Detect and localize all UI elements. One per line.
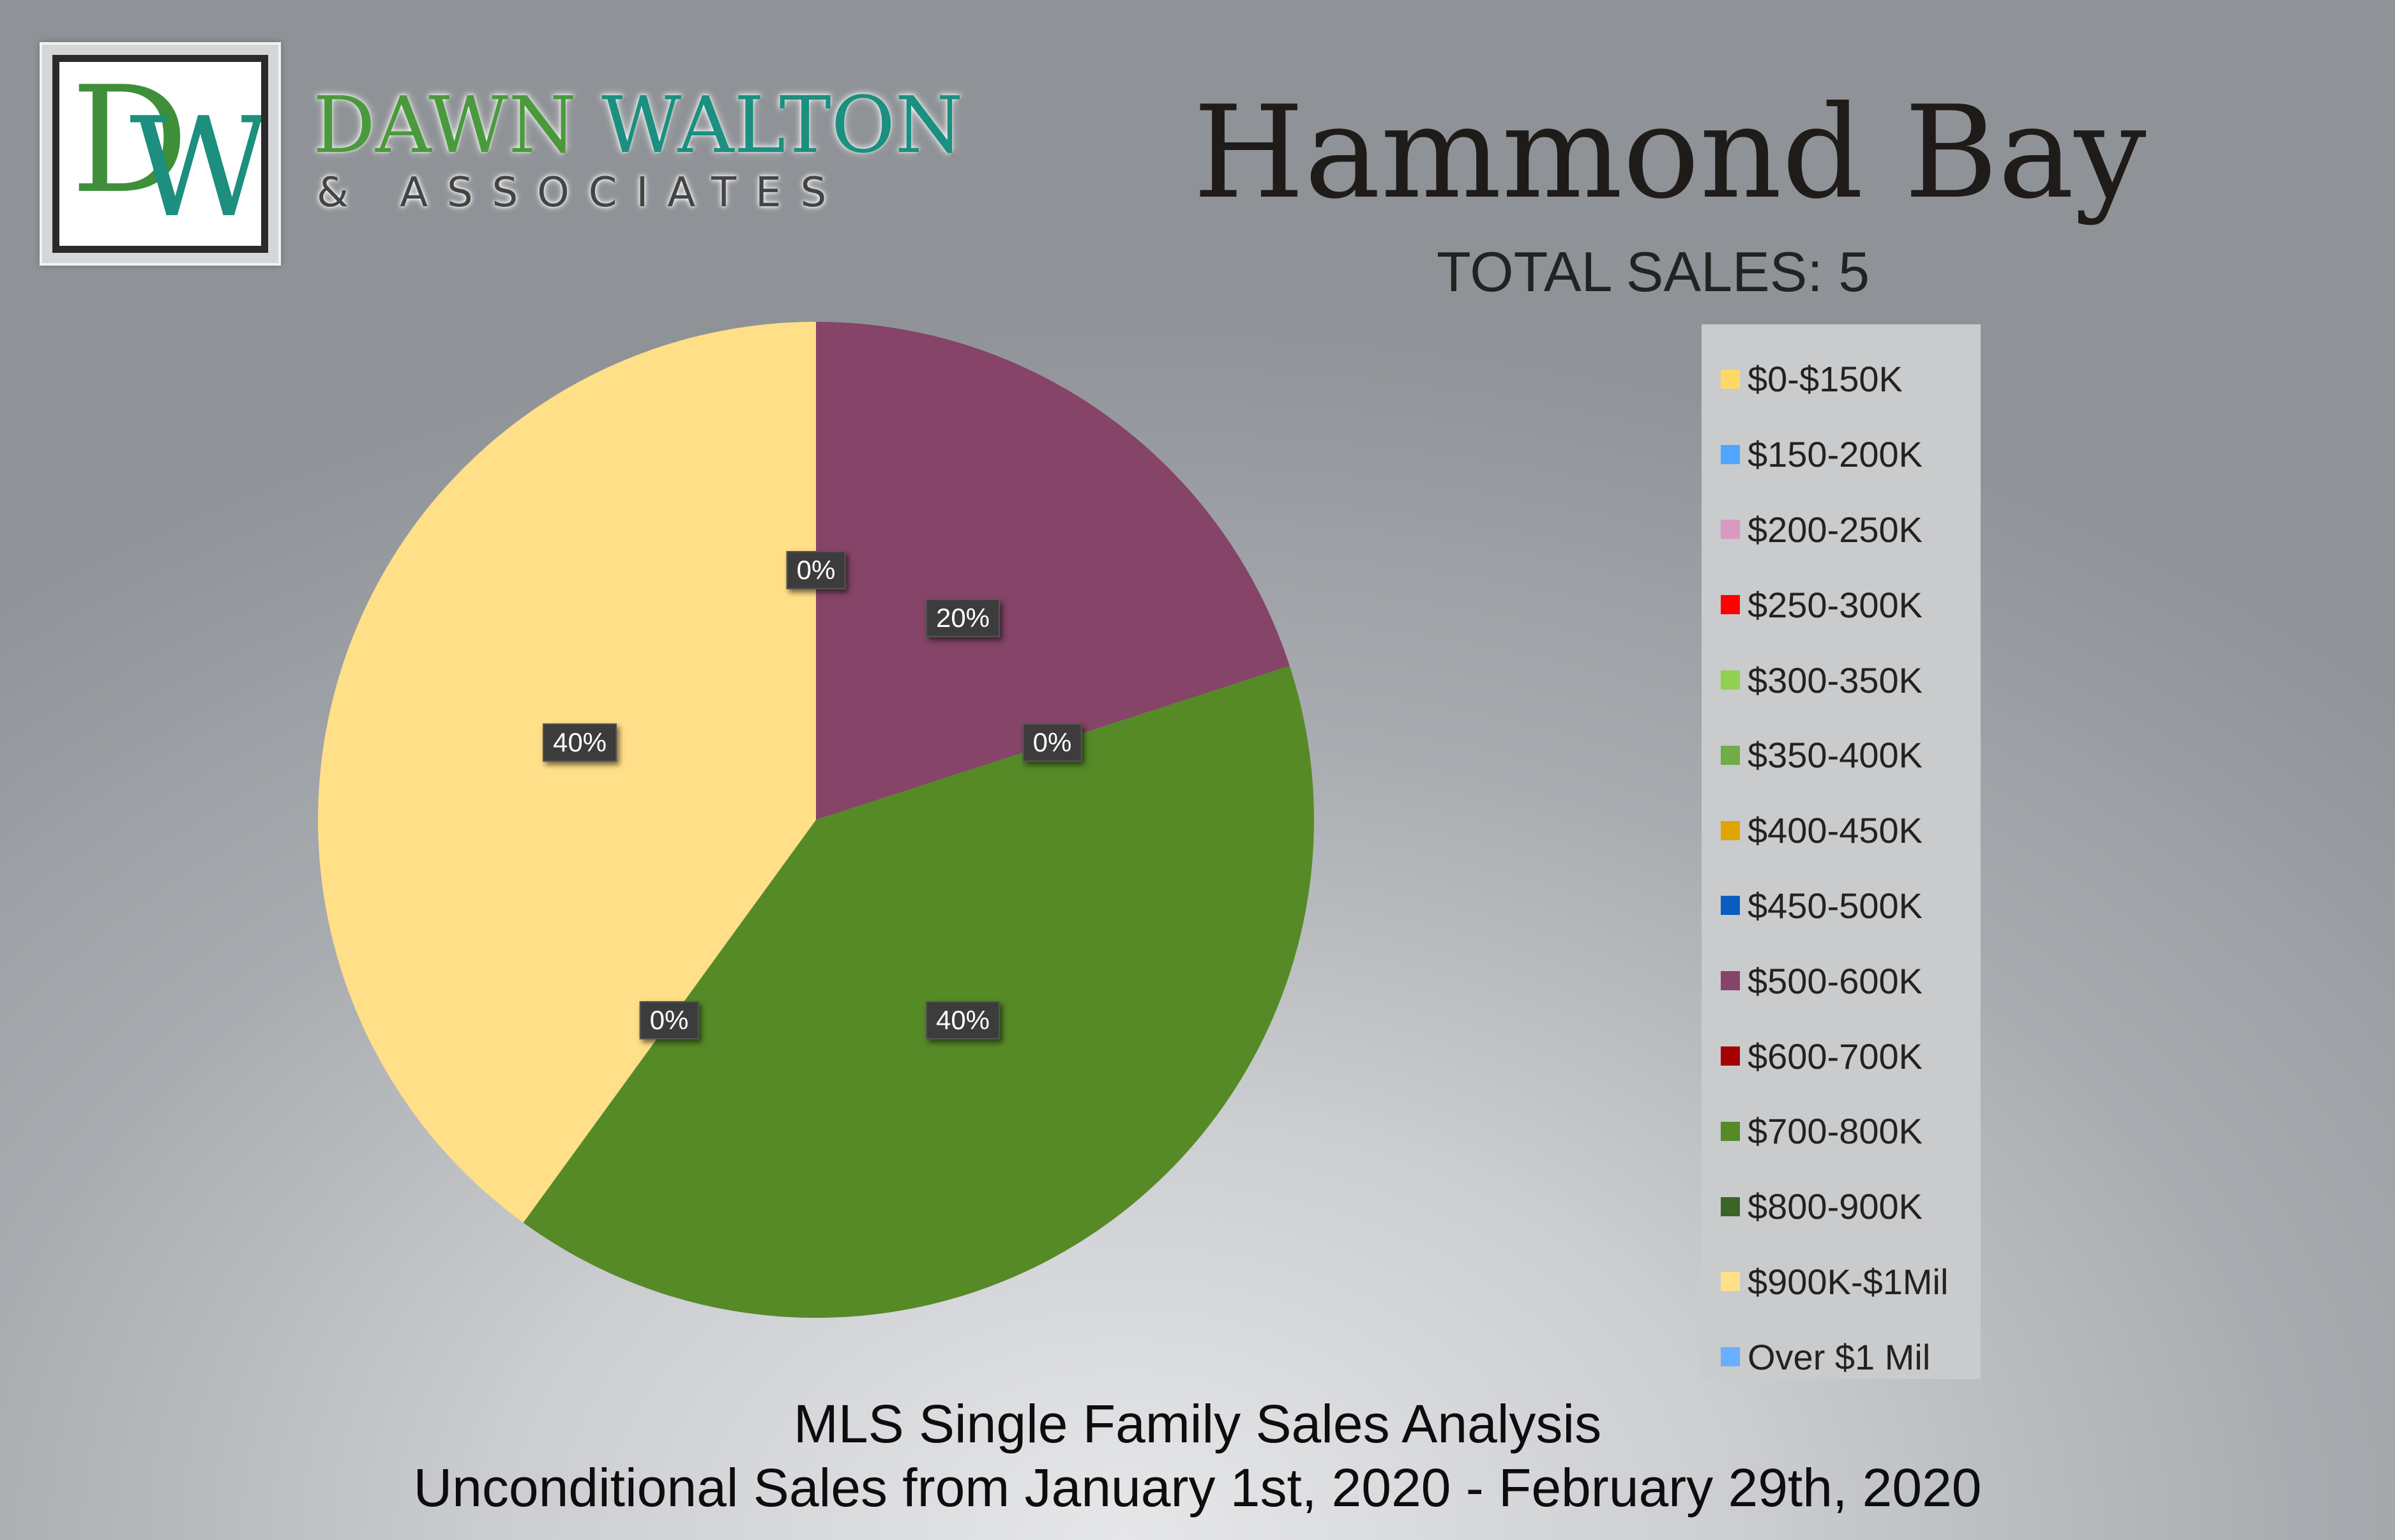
legend-item: $150-200K — [1702, 417, 1981, 492]
pie-data-label: 40% — [542, 723, 617, 762]
legend-label: $0-$150K — [1748, 359, 1903, 400]
pie-data-label: 40% — [925, 1001, 1001, 1039]
legend-label: Over $1 Mil — [1748, 1336, 1931, 1377]
legend-item: $250-300K — [1702, 567, 1981, 642]
legend-swatch — [1721, 1121, 1740, 1141]
brand-name-last: WALTON — [601, 80, 963, 170]
legend-swatch — [1721, 369, 1740, 389]
legend-label: $300-350K — [1748, 660, 1923, 700]
logo-letter-w: W — [130, 87, 268, 248]
legend-label: $600-700K — [1748, 1036, 1923, 1076]
legend-swatch — [1721, 745, 1740, 765]
pie-data-label: 20% — [925, 599, 1001, 637]
total-sales: TOTAL SALES: 5 — [1437, 240, 1870, 303]
legend-label: $400-450K — [1748, 810, 1923, 851]
legend-item: $200-250K — [1702, 492, 1981, 568]
chart-legend: $0-$150K $150-200K $200-250K $250-300K $300-… — [1702, 324, 1981, 1379]
legend-label: $200-250K — [1748, 509, 1923, 550]
legend-label: $250-300K — [1748, 584, 1923, 625]
legend-swatch — [1721, 670, 1740, 690]
logo-monogram: D W — [52, 55, 268, 253]
legend-label: $800-900K — [1748, 1186, 1923, 1227]
legend-swatch — [1721, 520, 1740, 540]
pie-data-label: 0% — [786, 551, 846, 589]
legend-item: $900K-$1Mil — [1702, 1244, 1981, 1320]
legend-swatch — [1721, 1347, 1740, 1367]
logo-letter-d: D — [71, 56, 189, 226]
legend-swatch — [1721, 1046, 1740, 1066]
legend-item: $500-600K — [1702, 943, 1981, 1018]
legend-item: $400-450K — [1702, 793, 1981, 868]
footer-date-range: Unconditional Sales from January 1st, 20… — [413, 1458, 1982, 1518]
legend-item: $450-500K — [1702, 868, 1981, 944]
legend-item: $600-700K — [1702, 1018, 1981, 1094]
brand-name-first: DAWN — [313, 80, 577, 170]
page-title: Hammond Bay — [1193, 79, 2147, 227]
legend-item: $350-400K — [1702, 718, 1981, 793]
legend-swatch — [1721, 1272, 1740, 1292]
legend-swatch — [1721, 820, 1740, 840]
legend-swatch — [1721, 444, 1740, 464]
legend-label: $150-200K — [1748, 434, 1923, 475]
brand-name: DAWN WALTON — [313, 86, 963, 164]
legend-item: $300-350K — [1702, 642, 1981, 718]
pie-slice-900k-1mil — [318, 322, 816, 1223]
legend-label: $700-800K — [1748, 1111, 1923, 1152]
legend-label: $450-500K — [1748, 885, 1923, 926]
pie-data-label: 0% — [639, 1001, 699, 1039]
legend-label: $350-400K — [1748, 735, 1923, 776]
legend-item: Over $1 Mil — [1702, 1319, 1981, 1394]
brand-subtitle: & ASSOCIATES — [317, 169, 846, 216]
legend-swatch — [1721, 896, 1740, 916]
pie-data-label: 0% — [1022, 723, 1082, 762]
company-logo: D W — [40, 42, 281, 266]
legend-swatch — [1721, 595, 1740, 615]
legend-swatch — [1721, 1197, 1740, 1216]
legend-item: $700-800K — [1702, 1094, 1981, 1169]
legend-item: $800-900K — [1702, 1169, 1981, 1244]
footer-title: MLS Single Family Sales Analysis — [793, 1394, 1602, 1454]
legend-swatch — [1721, 971, 1740, 991]
legend-label: $500-600K — [1748, 960, 1923, 1001]
pie-slice-500-600k — [816, 322, 1290, 820]
legend-item: $0-$150K — [1702, 342, 1981, 417]
pie-slice-700-800k — [523, 665, 1314, 1318]
legend-label: $900K-$1Mil — [1748, 1261, 1949, 1302]
